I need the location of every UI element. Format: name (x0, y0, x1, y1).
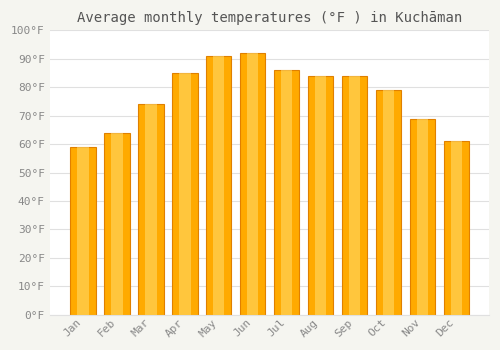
Bar (308, 76, 334, 315)
Title: Average monthly temperatures (°F ) in Kuchāman: Average monthly temperatures (°F ) in Ku… (77, 11, 462, 25)
Bar (281, 70, 292, 315)
Bar (376, 90, 401, 315)
Bar (410, 119, 435, 315)
Bar (104, 133, 130, 315)
Bar (206, 56, 232, 315)
Bar (145, 104, 156, 315)
Bar (172, 73, 198, 315)
Bar (348, 76, 360, 315)
Bar (70, 147, 96, 315)
Bar (342, 76, 367, 315)
Bar (274, 70, 299, 315)
Bar (213, 56, 224, 315)
Bar (240, 53, 266, 315)
Bar (382, 90, 394, 315)
Bar (247, 53, 258, 315)
Bar (179, 73, 190, 315)
Bar (416, 119, 428, 315)
Bar (450, 141, 462, 315)
Bar (315, 76, 326, 315)
Bar (78, 147, 89, 315)
Bar (112, 133, 122, 315)
Bar (444, 141, 469, 315)
Bar (138, 104, 164, 315)
